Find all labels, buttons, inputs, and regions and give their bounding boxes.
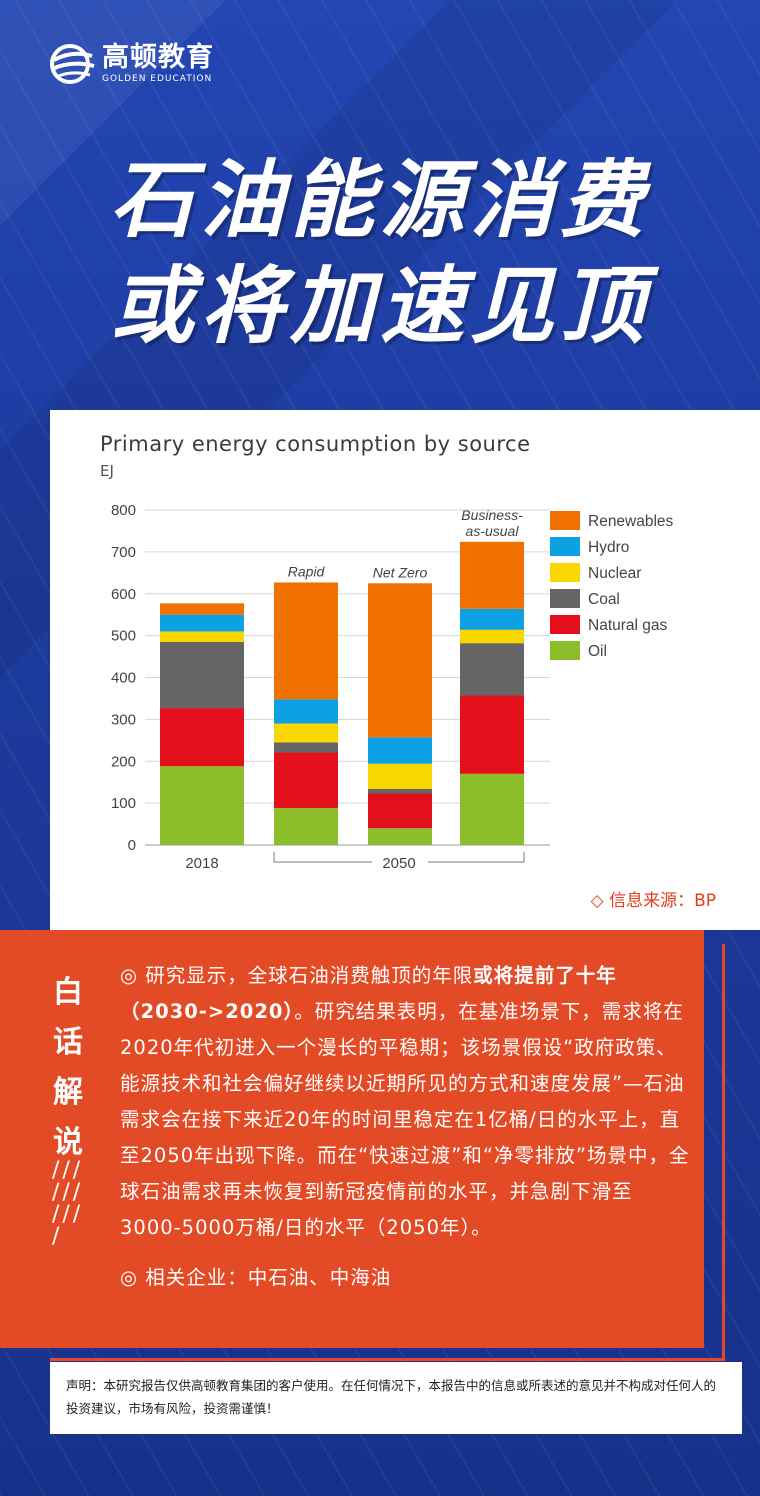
y-tick-label: 500 <box>111 628 136 645</box>
scenario-label: Net Zero <box>373 564 428 580</box>
legend-swatch <box>550 537 580 556</box>
bar-segment-hydro <box>460 608 524 630</box>
para1-rest: 。研究结果表明，在基准场景下，需求将在2020年代初进入一个漫长的平稳期；该场景… <box>120 1000 690 1239</box>
legend-swatch <box>550 589 580 608</box>
x-bracket-gap <box>372 853 428 871</box>
legend-label: Natural gas <box>588 617 668 634</box>
y-tick-label: 200 <box>111 753 136 770</box>
decorative-slashes: / / / / / / / / / / <box>52 1158 80 1249</box>
legend-label: Nuclear <box>588 565 641 582</box>
legend-swatch <box>550 641 580 660</box>
para1-prefix: ◎ 研究显示，全球石油消费触顶的年限 <box>120 964 474 987</box>
bar-segment-nuclear <box>460 629 524 644</box>
y-tick-label: 800 <box>111 502 136 519</box>
stacked-bar-chart: 0 100 200 300 400 500 600 700 800 Rapid Net Zero Bu… <box>111 502 674 872</box>
commentary-paragraph-1: ◎ 研究显示，全球石油消费触顶的年限或将提前了十年（2030->2020）。研究… <box>120 958 690 1246</box>
bar-segment-oil <box>460 773 524 845</box>
legend-swatch <box>550 511 580 530</box>
bar-segment-renewables <box>368 583 432 738</box>
bar-segment-natural-gas <box>368 793 432 829</box>
legend-label: Oil <box>588 643 607 660</box>
commentary-frame <box>50 944 725 1361</box>
bar-segment-coal <box>460 643 524 696</box>
bar-segment-nuclear <box>368 763 432 789</box>
para1-bold: 或将提前了十年（2030->2020） <box>120 964 617 1023</box>
brand-name-cn: 高顿教育 <box>102 42 214 73</box>
bar-segment-renewables <box>160 603 244 615</box>
bar-segment-coal <box>368 788 432 794</box>
bar-segment-natural-gas <box>274 752 338 809</box>
scenario-label: as-usual <box>466 523 520 539</box>
chart-card: Primary energy consumption by source EJ … <box>50 410 760 930</box>
side-title-char: 话 <box>53 1025 83 1060</box>
bar-segment-oil <box>160 766 244 845</box>
bar-segment-natural-gas <box>160 708 244 767</box>
headline-line-1: 石油能源消费 <box>109 151 650 249</box>
commentary-text: ◎ 研究显示，全球石油消费触顶的年限或将提前了十年（2030->2020）。研究… <box>120 958 690 1296</box>
headline-line-2: 或将加速见顶 <box>109 257 650 355</box>
y-tick-label: 400 <box>111 670 136 687</box>
commentary-paragraph-2: ◎ 相关企业：中石油、中海油 <box>120 1266 392 1289</box>
legend-label: Renewables <box>588 513 674 530</box>
bar-segment-coal <box>274 742 338 753</box>
y-tick-label: 300 <box>111 711 136 728</box>
y-tick-label: 100 <box>111 795 136 812</box>
legend-label: Hydro <box>588 539 629 556</box>
bar-segment-hydro <box>274 699 338 724</box>
legend-swatch <box>550 615 580 634</box>
side-title-char: 解 <box>53 1075 83 1110</box>
disclaimer-box: 声明：本研究报告仅供高顿教育集团的客户使用。在任何情况下，本报告中的信息或所表述… <box>50 1362 742 1434</box>
legend-swatch <box>550 563 580 582</box>
bar-segment-nuclear <box>274 723 338 743</box>
chart-title: Primary energy consumption by source <box>100 432 531 456</box>
bar-segment-hydro <box>368 737 432 764</box>
side-title-char: 白 <box>53 975 83 1010</box>
brand-name-en: GOLDEN EDUCATION <box>102 74 213 84</box>
side-title-char: 说 <box>53 1125 83 1160</box>
commentary-box: 白 话 解 说 / / / / / / / / / / ◎ 研究显示，全球石油消… <box>0 930 704 1348</box>
logo-globe-icon <box>48 42 96 86</box>
legend-label: Coal <box>588 591 620 608</box>
scenario-label: Rapid <box>288 563 326 579</box>
chart-unit: EJ <box>100 462 114 480</box>
bar-segment-renewables <box>460 541 524 609</box>
y-tick-label: 600 <box>111 586 136 603</box>
commentary-side-title: 白 话 解 说 <box>48 968 88 1168</box>
y-tick-label: 0 <box>128 837 136 854</box>
disclaimer-text: 声明：本研究报告仅供高顿教育集团的客户使用。在任何情况下，本报告中的信息或所表述… <box>66 1378 717 1416</box>
bar-segment-renewables <box>274 582 338 700</box>
bar-segment-oil <box>368 828 432 845</box>
bar-segment-natural-gas <box>460 695 524 774</box>
bar-segment-hydro <box>160 614 244 632</box>
brand-logo: 高顿教育 GOLDEN EDUCATION <box>48 42 214 86</box>
x-tick-label: 2018 <box>185 855 218 872</box>
bar-segment-oil <box>274 808 338 845</box>
bar-segment-coal <box>160 641 244 709</box>
scenario-label: Business- <box>461 507 523 523</box>
bar-segment-nuclear <box>160 631 244 642</box>
y-tick-label: 700 <box>111 544 136 561</box>
source-label: ◇ 信息来源：BP <box>590 891 716 911</box>
x-tick-label: 2050 <box>382 855 415 872</box>
